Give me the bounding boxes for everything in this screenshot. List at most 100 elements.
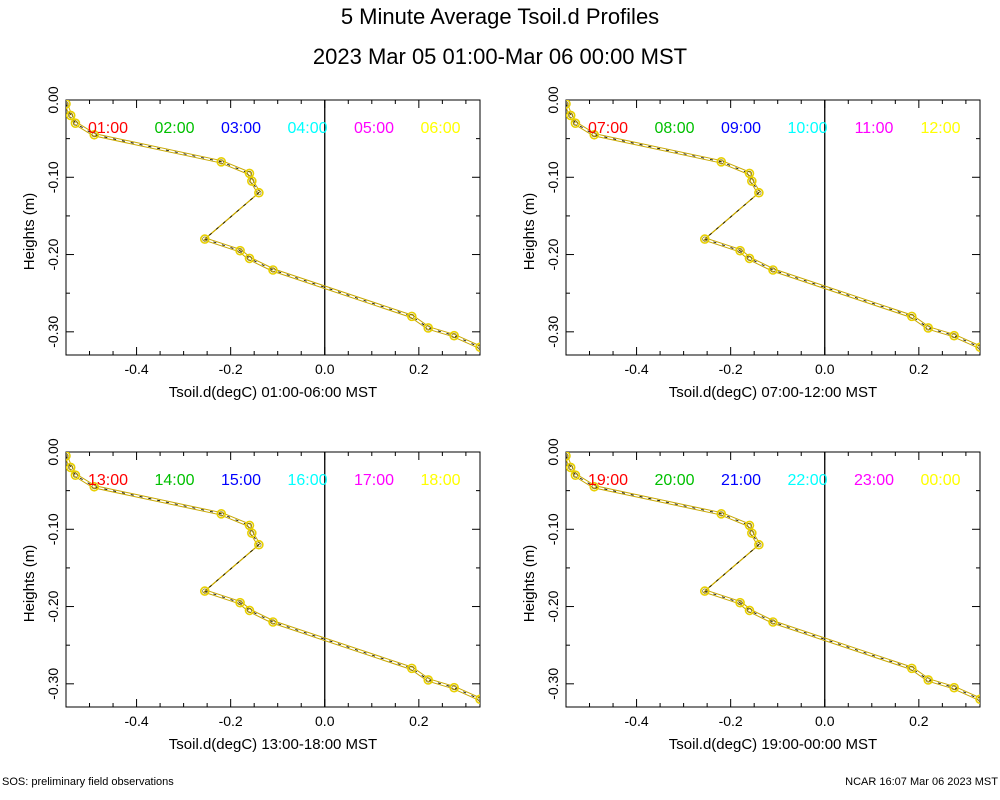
y-tick-label: 0.00 [45, 438, 61, 465]
legend-label: 07:00 [588, 120, 628, 137]
data-point-inner [746, 522, 752, 528]
y-axis-label: Heights (m) [21, 545, 38, 623]
chart-subtitle: 2023 Mar 05 01:00-Mar 06 00:00 MST [312, 44, 688, 69]
x-tick-label: 0.2 [409, 713, 429, 729]
data-point-inner [218, 159, 224, 165]
data-point-inner [702, 588, 708, 594]
data-point-inner [702, 236, 708, 242]
data-point [268, 265, 278, 275]
profile-line-dashed [566, 455, 980, 700]
data-point-inner [237, 600, 243, 606]
profile-series [566, 100, 980, 353]
data-point-inner [572, 472, 578, 478]
x-tick-label: 0.2 [909, 361, 929, 377]
plot-frame [565, 451, 981, 708]
data-point-inner [718, 159, 724, 165]
y-tick-label: 0.00 [45, 86, 61, 113]
data-point-inner [270, 267, 276, 273]
data-point-inner [202, 588, 208, 594]
x-axis-label: Tsoil.d(degC) 19:00-00:00 MST [669, 736, 877, 753]
data-point [735, 597, 745, 608]
data-point-inner [66, 101, 69, 107]
legend-label: 13:00 [88, 472, 128, 489]
x-tick-label: -0.4 [125, 361, 149, 377]
data-point-inner [218, 511, 224, 517]
y-tick-label: -0.20 [545, 238, 561, 270]
data-point-inner [718, 511, 724, 517]
data-point [566, 452, 571, 461]
data-point [247, 176, 257, 186]
data-point-inner [746, 255, 752, 261]
x-axis-label: Tsoil.d(degC) 01:00-06:00 MST [169, 384, 377, 401]
x-tick-label: 0.2 [409, 361, 429, 377]
x-axis-label: Tsoil.d(degC) 07:00-12:00 MST [669, 384, 877, 401]
legend-label: 08:00 [654, 120, 694, 137]
x-tick-label: -0.4 [125, 713, 149, 729]
data-point-inner [770, 267, 776, 273]
data-point [406, 663, 417, 674]
x-tick-label: -0.4 [625, 713, 649, 729]
profile-series [66, 452, 480, 705]
y-tick-label: -0.30 [545, 668, 561, 700]
data-point-inner [925, 325, 931, 331]
data-point-inner [749, 530, 755, 536]
data-point [268, 617, 278, 627]
legend-label: 03:00 [221, 120, 261, 137]
data-point-inner [770, 619, 776, 625]
data-point [747, 528, 757, 538]
profile-line [66, 102, 480, 347]
data-point-inner [572, 120, 578, 126]
panel-4: -0.4 -0.2 0.0 0.2 0.00 -0.10 -0.20 -0.30 Tsoil.d… [521, 438, 981, 753]
data-point [570, 118, 581, 128]
profile-line [66, 105, 480, 349]
footer-note: SOS: preliminary field observations [2, 776, 174, 788]
data-point [949, 682, 959, 693]
data-point-inner [749, 178, 755, 184]
data-point [199, 234, 210, 244]
data-point-inner [746, 170, 752, 176]
data-point [66, 100, 71, 109]
data-point-inner [68, 112, 74, 118]
legend-label: 02:00 [154, 120, 194, 137]
legend-label: 17:00 [354, 472, 394, 489]
data-point [589, 481, 600, 492]
data-point-inner [951, 685, 957, 691]
data-point [923, 675, 934, 685]
data-point-inner [202, 236, 208, 242]
data-point-inner [756, 542, 762, 548]
data-point-inner [746, 607, 752, 613]
data-point [423, 675, 434, 685]
data-point [449, 330, 459, 341]
data-point [570, 470, 581, 480]
data-point [566, 110, 576, 121]
y-tick-label: -0.10 [45, 161, 61, 193]
panel-3: -0.4 -0.2 0.0 0.2 0.00 -0.10 -0.20 -0.30 Tsoil.d… [21, 438, 481, 753]
data-point [906, 663, 917, 674]
legend-label: 11:00 [855, 120, 894, 137]
data-point [906, 311, 917, 322]
data-point-inner [256, 190, 262, 196]
data-point [66, 462, 76, 473]
data-point-inner [977, 696, 980, 702]
plot-frame [565, 99, 981, 356]
data-point-inner [737, 248, 743, 254]
data-point [70, 470, 81, 480]
data-point-inner [951, 333, 957, 339]
data-point [747, 176, 757, 186]
x-tick-label: -0.2 [219, 361, 243, 377]
data-point-inner [72, 472, 78, 478]
data-point-inner [566, 101, 569, 107]
data-point-inner [246, 522, 252, 528]
data-point [89, 129, 100, 140]
legend-label: 00:00 [920, 472, 960, 489]
data-point-inner [425, 677, 431, 683]
footer-timestamp: NCAR 16:07 Mar 06 2023 MST [845, 776, 998, 788]
y-tick-label: 0.00 [545, 438, 561, 465]
y-tick-label: -0.20 [45, 238, 61, 270]
legend-label: 12:00 [920, 120, 960, 137]
y-tick-label: -0.30 [545, 316, 561, 348]
legend-label: 21:00 [721, 472, 761, 489]
profile-line [66, 457, 480, 701]
data-point [699, 586, 710, 596]
